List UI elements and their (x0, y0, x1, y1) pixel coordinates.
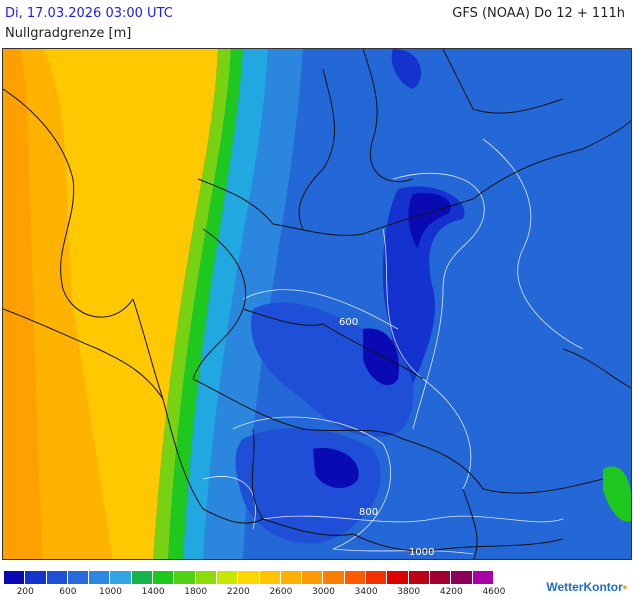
cold-core-alps-center (313, 448, 359, 489)
cold-core-east-center (363, 328, 399, 386)
parameter-title: Nullgradgrenze [m] (5, 26, 132, 41)
legend-swatch (344, 571, 367, 584)
legend-tick-label: 2600 (269, 587, 293, 597)
legend-tick-label: 2200 (226, 587, 250, 597)
legend-tick-label: 4600 (482, 587, 506, 597)
legend-swatch (46, 571, 68, 584)
legend-tick-label: 4200 (439, 587, 463, 597)
contour-label-600: 600 (339, 317, 358, 328)
contour-label-1000: 1000 (409, 547, 434, 558)
legend-tick-label: 600 (59, 587, 77, 597)
legend-swatch (4, 571, 26, 584)
legend-tick-label: 1400 (141, 587, 165, 597)
cold-core-north (382, 186, 465, 409)
wetterkontor-logo[interactable]: WetterKontor• (546, 580, 627, 594)
legend-tick-label: 3800 (397, 587, 421, 597)
legend-swatch (323, 571, 345, 584)
cold-core-baltic (391, 49, 422, 89)
legend-swatch (153, 571, 175, 584)
legend-swatch (472, 571, 494, 584)
warm-region-deep-orange (3, 49, 43, 559)
legend-swatch (238, 571, 260, 584)
legend-swatch (195, 571, 217, 584)
legend-swatch (89, 571, 111, 584)
band-cyan (183, 49, 268, 559)
legend-tick-labels: 200 600 1000 1400 1800 2200 2600 3000 3400 3800 42… (4, 587, 524, 599)
legend-tick-label: 1800 (184, 587, 208, 597)
country-borders (3, 49, 631, 559)
map-canvas: 600 800 1000 (3, 49, 631, 559)
legend-swatch (131, 571, 154, 584)
legend-swatch (408, 571, 430, 584)
legend-tick-label: 200 (16, 587, 34, 597)
freezing-level-map[interactable]: 600 800 1000 (2, 48, 632, 560)
legend-tick-label: 1000 (99, 587, 122, 597)
legend-swatch (174, 571, 196, 584)
band-green (168, 49, 243, 559)
legend-swatch (280, 571, 303, 584)
brand-dot-icon: • (622, 580, 627, 594)
legend-tick-label: 3400 (354, 587, 378, 597)
model-run-label: GFS (NOAA) Do 12 + 111h (452, 6, 625, 21)
band-blue (243, 49, 631, 559)
legend-swatch (302, 571, 324, 584)
legend-colorbar (4, 571, 494, 584)
legend-swatch (25, 571, 47, 584)
legend-swatch (429, 571, 452, 584)
contour-label-800: 800 (359, 507, 378, 518)
band-light-green (153, 49, 231, 559)
band-light-blue (203, 49, 303, 559)
legend-swatch (259, 571, 281, 584)
forecast-datetime: Di, 17.03.2026 03:00 UTC (5, 6, 173, 21)
legend-swatch (451, 571, 473, 584)
legend-swatch (387, 571, 409, 584)
legend-tick-label: 3000 (312, 587, 335, 597)
legend-swatch (366, 571, 388, 584)
legend-swatch (216, 571, 239, 584)
brand-name: WetterKontor (546, 580, 623, 594)
warm-spot-east (603, 466, 631, 522)
cold-core-north-center (408, 193, 452, 249)
legend-swatch (110, 571, 132, 584)
legend-swatch (67, 571, 90, 584)
